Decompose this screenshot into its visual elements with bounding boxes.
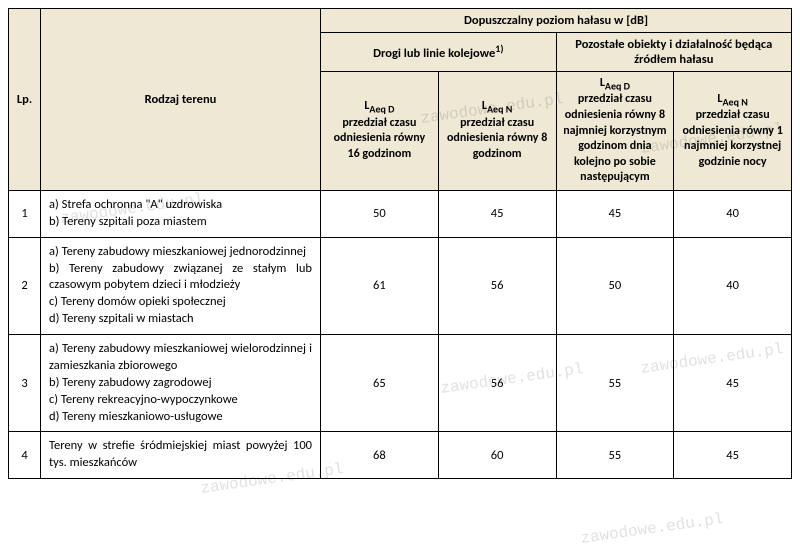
header-rodzaj: Rodzaj terenu: [41, 9, 321, 191]
cell-value: 40: [674, 237, 792, 334]
cell-value: 45: [556, 190, 674, 237]
header-lp: Lp.: [9, 9, 41, 191]
cell-value: 45: [438, 190, 556, 237]
cell-value: 65: [321, 335, 439, 432]
cell-value: 56: [438, 335, 556, 432]
cell-lp: 4: [9, 432, 41, 479]
noise-limits-table: Lp. Rodzaj terenu Dopuszczalny poziom ha…: [8, 8, 792, 479]
cell-value: 45: [674, 432, 792, 479]
cell-rodzaj: Tereny w strefie śródmiejskiej miast pow…: [41, 432, 321, 479]
cell-lp: 1: [9, 190, 41, 237]
cell-value: 50: [321, 190, 439, 237]
cell-value: 61: [321, 237, 439, 334]
header-col-d: LAeq N przedział czasu odniesienia równy…: [674, 72, 792, 191]
cell-lp: 2: [9, 237, 41, 334]
header-group1: Drogi lub linie kolejowe1): [321, 33, 557, 72]
cell-value: 50: [556, 237, 674, 334]
cell-rodzaj: a) Strefa ochronna "A" uzdrowiskab) Tere…: [41, 190, 321, 237]
cell-value: 55: [556, 335, 674, 432]
cell-value: 45: [674, 335, 792, 432]
cell-rodzaj: a) Tereny zabudowy mieszkaniowej jednoro…: [41, 237, 321, 334]
table-row: 3a) Tereny zabudowy mieszkaniowej wielor…: [9, 335, 792, 432]
cell-value: 56: [438, 237, 556, 334]
cell-lp: 3: [9, 335, 41, 432]
header-main: Dopuszczalny poziom hałasu w [dB]: [321, 9, 792, 33]
cell-value: 68: [321, 432, 439, 479]
cell-value: 60: [438, 432, 556, 479]
table-row: 2a) Tereny zabudowy mieszkaniowej jednor…: [9, 237, 792, 334]
cell-rodzaj: a) Tereny zabudowy mieszkaniowej wieloro…: [41, 335, 321, 432]
header-col-c: LAeq D przedział czasu odniesienia równy…: [556, 72, 674, 191]
cell-value: 40: [674, 190, 792, 237]
header-col-b: LAeq N przedział czasu odniesienia równy…: [438, 72, 556, 191]
watermark: zawodowe.edu.pl: [579, 510, 724, 548]
cell-value: 55: [556, 432, 674, 479]
table-row: 1a) Strefa ochronna "A" uzdrowiskab) Ter…: [9, 190, 792, 237]
header-col-a: LAeq D przedział czasu odniesienia równy…: [321, 72, 439, 191]
table-row: 4Tereny w strefie śródmiejskiej miast po…: [9, 432, 792, 479]
header-group2: Pozostałe obiekty i działalność będąca ź…: [556, 33, 792, 72]
